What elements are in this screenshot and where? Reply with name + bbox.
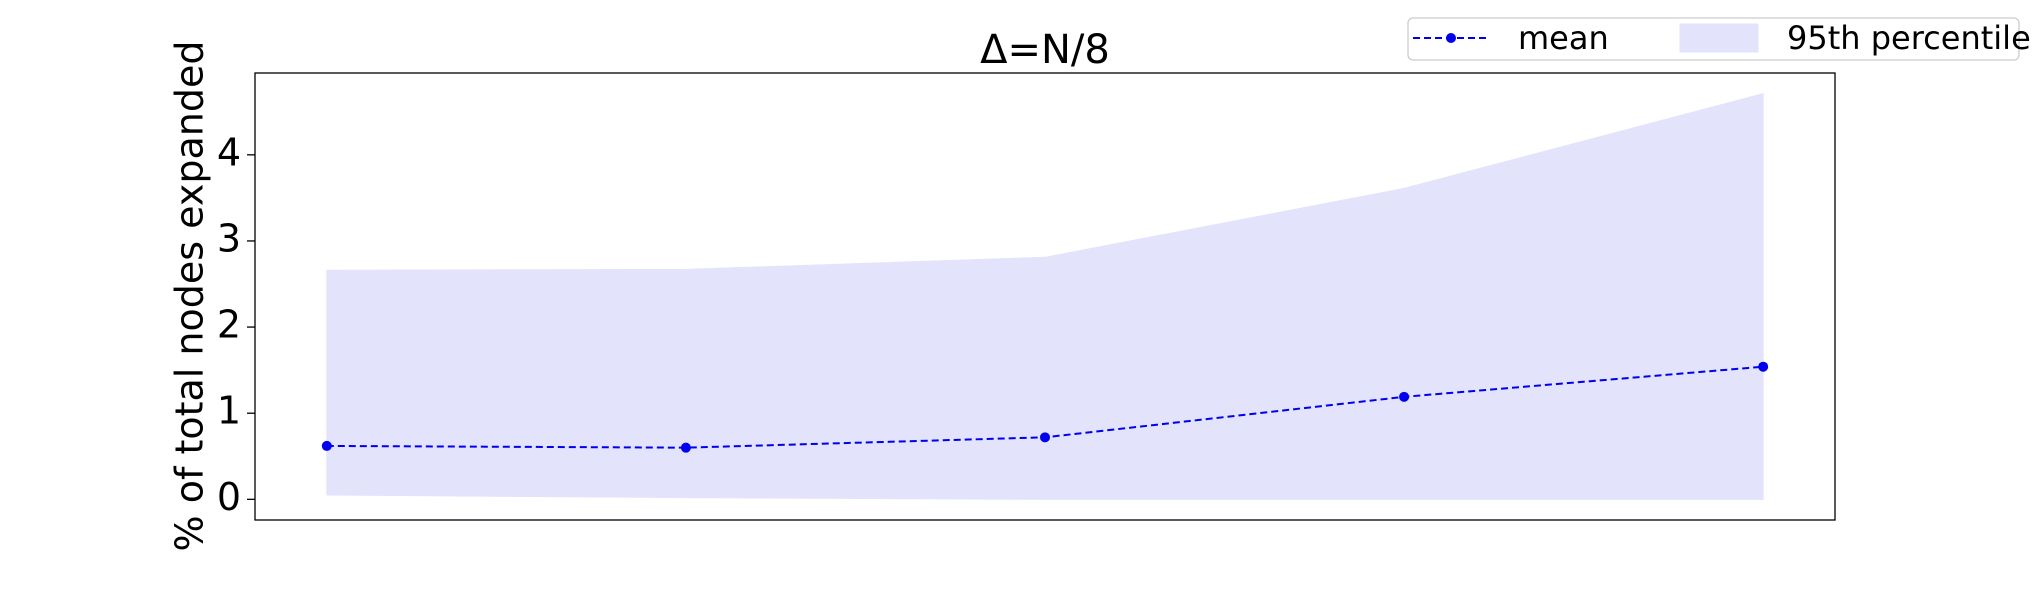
y-tick-label: 3 [217,216,241,260]
plot-frame [254,72,1836,521]
mean-marker [321,440,332,451]
chart-title: Δ=N/8 [980,27,1110,73]
mean-marker [1399,391,1410,402]
y-tick-label: 2 [217,303,241,347]
legend-label: 95th percentile [1787,19,2031,57]
mean-marker [680,442,691,453]
y-tick-label: 0 [217,475,241,519]
y-axis-label: % of total nodes expanded [168,41,212,552]
legend-patch [1679,23,1759,53]
legend-label: mean [1518,19,1609,57]
y-tick-label: 4 [217,130,241,174]
y-tick-label: 1 [217,389,241,433]
mean-marker [1040,432,1050,443]
mean-marker [1758,361,1769,372]
legend-marker [1446,33,1456,43]
